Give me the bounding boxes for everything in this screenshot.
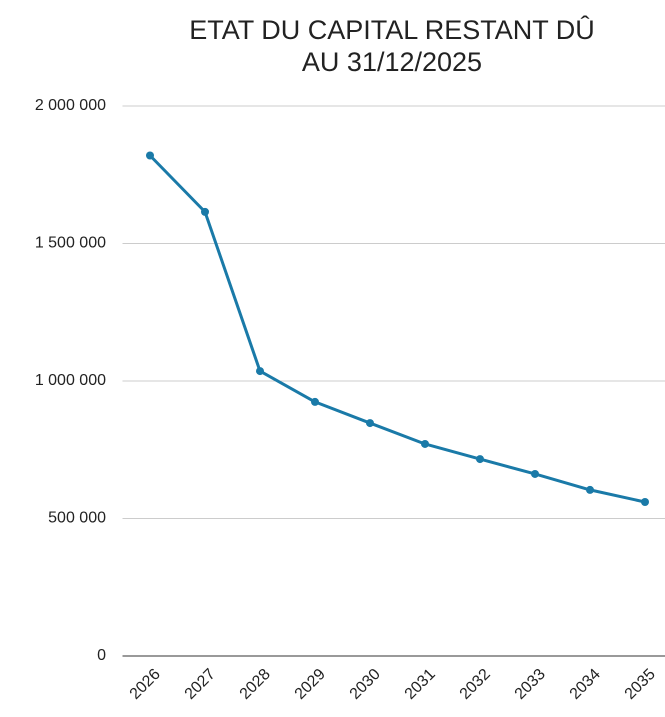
x-tick-label: 2027 [182, 666, 219, 703]
y-tick-label: 2 000 000 [35, 97, 106, 114]
y-tick-label: 500 000 [48, 510, 106, 527]
data-point [146, 151, 154, 160]
data-point [311, 397, 319, 406]
y-tick-label: 0 [97, 647, 106, 664]
x-tick-label: 2028 [237, 666, 274, 703]
x-tick-label: 2033 [512, 666, 549, 703]
x-tick-label: 2035 [622, 666, 659, 703]
x-tick-label: 2030 [347, 666, 384, 703]
data-point [201, 207, 209, 216]
y-tick-label: 1 500 000 [35, 235, 106, 252]
data-point [641, 498, 649, 506]
data-line [148, 154, 646, 504]
chart-title: AU 31/12/2025 [302, 47, 482, 77]
data-point [531, 469, 539, 478]
data-point [366, 419, 374, 428]
data-point [256, 367, 264, 376]
chart-title: ETAT DU CAPITAL RESTANT DÛ [189, 14, 595, 45]
x-tick-label: 2026 [127, 666, 164, 703]
data-point [476, 455, 484, 464]
x-tick-label: 2032 [457, 666, 494, 703]
x-tick-label: 2031 [402, 666, 439, 703]
x-tick-label: 2034 [567, 666, 604, 703]
data-point [586, 485, 594, 494]
x-tick-label: 2029 [292, 666, 329, 703]
data-point [421, 439, 429, 448]
y-tick-label: 1 000 000 [35, 372, 106, 389]
